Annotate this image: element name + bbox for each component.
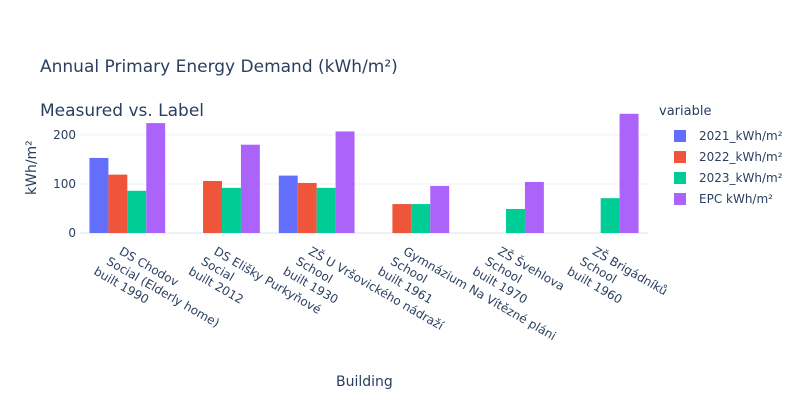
- bar-2023-kwh-m--1: [222, 187, 241, 233]
- legend-label: 2022_kWh/m²: [699, 149, 783, 164]
- bar-2023-kwh-m--3: [411, 204, 431, 233]
- legend-item[interactable]: EPC kWh/m²: [659, 188, 783, 209]
- bar-2022-kwh-m--1: [203, 181, 222, 233]
- legend-item[interactable]: 2023_kWh/m²: [659, 167, 783, 188]
- chart-subtitle: Measured vs. Label: [40, 101, 205, 121]
- bar-epc-kwh-m--5: [619, 113, 639, 233]
- chart-title-main: Annual Primary Energy Demand (kWh/m²): [40, 57, 398, 77]
- y-axis-title: kWh/m²: [24, 140, 40, 195]
- y-tick-label: 100: [53, 177, 76, 191]
- legend-item[interactable]: 2022_kWh/m²: [659, 146, 783, 167]
- legend-swatch: [674, 129, 686, 142]
- bar-2022-kwh-m--2: [297, 182, 317, 233]
- legend-items: 2021_kWh/m² 2022_kWh/m² 2023_kWh/m² EPC kWh…: [659, 125, 783, 209]
- bar-2021-kwh-m--0: [89, 157, 109, 233]
- legend-swatch: [674, 171, 686, 184]
- legend-swatch: [674, 192, 686, 205]
- legend-item[interactable]: 2021_kWh/m²: [659, 125, 783, 146]
- bar-2023-kwh-m--0: [127, 190, 147, 233]
- bar-2023-kwh-m--2: [316, 187, 336, 233]
- bar-2023-kwh-m--4: [506, 208, 525, 233]
- bar-2021-kwh-m--2: [278, 175, 298, 233]
- chart-title: Annual Primary Energy Demand (kWh/m²) Me…: [40, 34, 398, 144]
- x-axis-title: Building: [336, 374, 393, 390]
- y-tick-label: 0: [68, 226, 76, 240]
- legend-title: variable: [659, 104, 712, 119]
- bar-epc-kwh-m--0: [146, 123, 166, 233]
- y-tick-label: 200: [53, 128, 76, 142]
- bar-2022-kwh-m--0: [108, 174, 128, 233]
- bar-2023-kwh-m--5: [600, 198, 620, 233]
- legend-label: EPC kWh/m²: [699, 191, 773, 206]
- legend: variable 2021_kWh/m² 2022_kWh/m² 2023_kWh/…: [659, 104, 783, 209]
- legend-swatch: [674, 150, 686, 163]
- legend-label: 2023_kWh/m²: [699, 170, 783, 185]
- bar-epc-kwh-m--3: [430, 185, 450, 233]
- bar-epc-kwh-m--4: [524, 181, 544, 233]
- bar-2022-kwh-m--3: [392, 204, 412, 233]
- bar-epc-kwh-m--2: [335, 131, 355, 233]
- legend-label: 2021_kWh/m²: [699, 128, 783, 143]
- bar-epc-kwh-m--1: [240, 144, 260, 233]
